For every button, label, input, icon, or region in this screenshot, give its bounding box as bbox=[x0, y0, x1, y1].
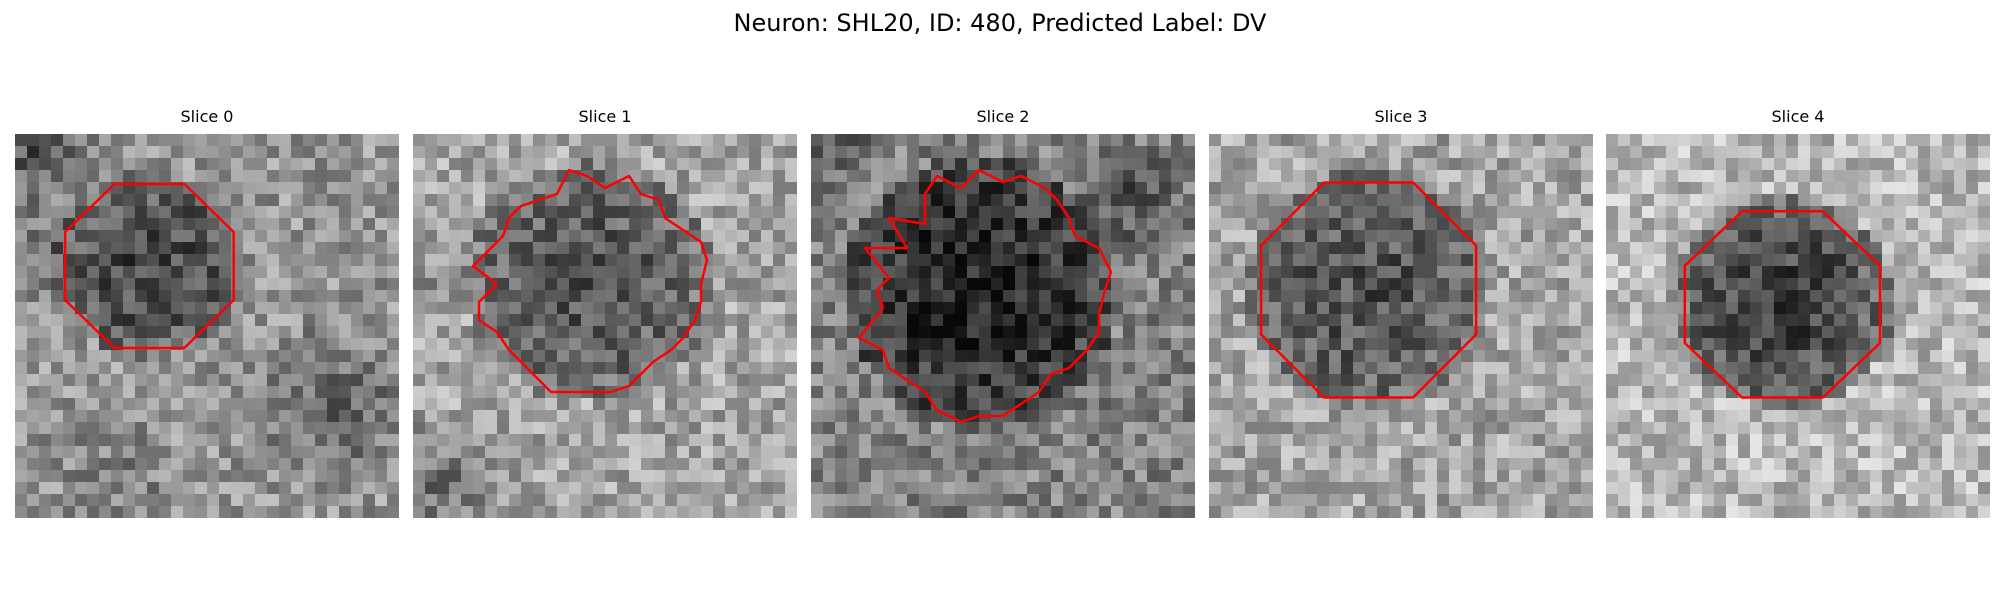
pixel-grid bbox=[15, 134, 399, 518]
pixel-grid bbox=[413, 134, 797, 518]
slice-panel-0: Slice 0 bbox=[15, 106, 399, 518]
neuron-contour bbox=[1683, 210, 1882, 399]
slice-title-0: Slice 0 bbox=[180, 107, 234, 126]
slice-image-3 bbox=[1209, 134, 1593, 518]
slice-panel-4: Slice 4 bbox=[1606, 106, 1990, 518]
slice-title-2: Slice 2 bbox=[976, 107, 1030, 126]
neuron-contour bbox=[1259, 181, 1478, 399]
slice-image-1 bbox=[413, 134, 797, 518]
pixel-grid bbox=[1209, 134, 1593, 518]
slice-title-3: Slice 3 bbox=[1374, 107, 1428, 126]
figure-title: Neuron: SHL20, ID: 480, Predicted Label:… bbox=[733, 9, 1267, 37]
slice-image-4 bbox=[1606, 134, 1990, 518]
neuron-contour bbox=[857, 168, 1113, 424]
pixel-grid bbox=[1606, 134, 1990, 518]
slice-panel-2: Slice 2 bbox=[811, 106, 1195, 518]
slice-panel-3: Slice 3 bbox=[1209, 106, 1593, 518]
slice-title-4: Slice 4 bbox=[1771, 107, 1825, 126]
slice-panel-1: Slice 1 bbox=[413, 106, 797, 518]
slice-image-0 bbox=[15, 134, 399, 518]
neuron-contour bbox=[63, 182, 235, 350]
slice-image-2 bbox=[811, 134, 1195, 518]
neuron-contour bbox=[471, 168, 709, 394]
slice-title-1: Slice 1 bbox=[578, 107, 632, 126]
